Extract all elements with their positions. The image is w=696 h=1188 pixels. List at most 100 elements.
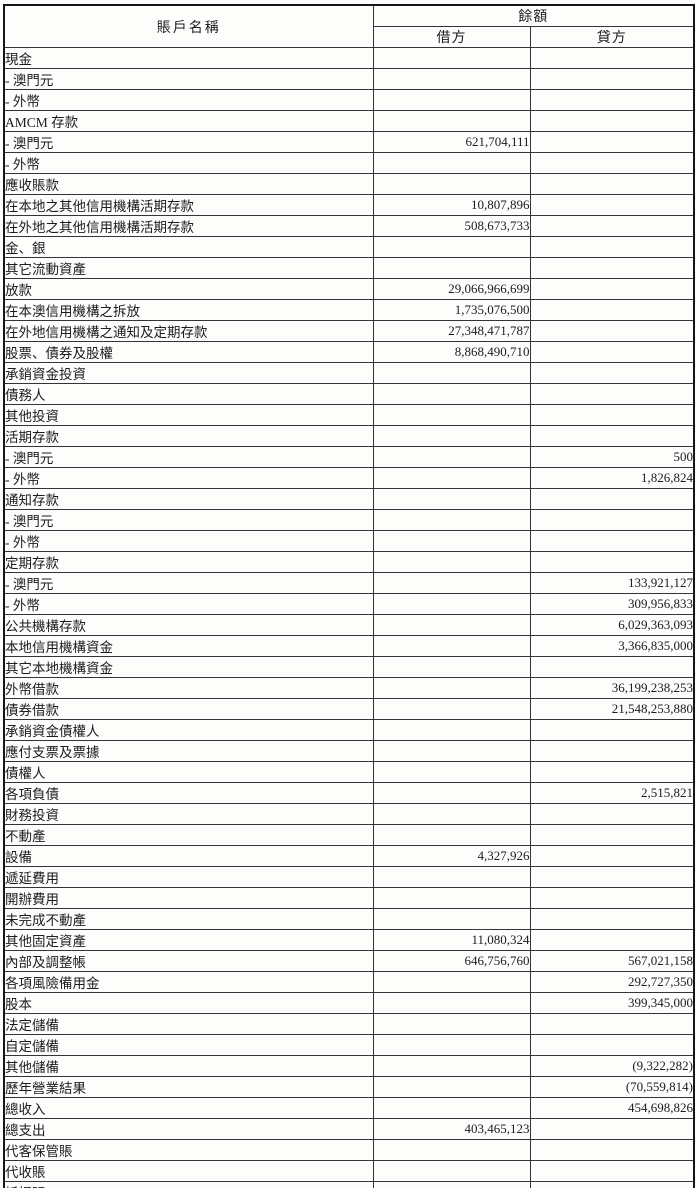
debit-value-cell — [372, 404, 531, 426]
account-name-cell: - 澳門元 — [3, 68, 374, 90]
account-name-cell: 不動產 — [3, 824, 374, 846]
table-row: 其它流動資產 — [3, 257, 695, 279]
column-header-balance: 餘額 — [372, 4, 695, 27]
debit-value-cell: 4,327,926 — [372, 845, 531, 867]
table-row: 其他儲備 (9,322,282) — [3, 1055, 695, 1077]
credit-value-cell — [529, 278, 695, 300]
account-name-cell: 債券借款 — [3, 698, 374, 720]
credit-value-cell — [529, 425, 695, 447]
table-row: 股票、債券及股權 8,868,490,710 — [3, 341, 695, 363]
debit-value-cell — [372, 866, 531, 888]
table-row: 法定儲備 — [3, 1013, 695, 1035]
debit-value-cell — [372, 677, 531, 699]
table-row: 其他固定資產 11,080,324 — [3, 929, 695, 951]
account-name-cell: 承銷資金債權人 — [3, 719, 374, 741]
table-row: 應收賬款 — [3, 173, 695, 195]
account-name-cell: AMCM 存款 — [3, 110, 374, 132]
account-name-cell: 債務人 — [3, 383, 374, 405]
debit-value-cell — [372, 383, 531, 405]
debit-value-cell: 646,756,760 — [372, 950, 531, 972]
credit-value-cell — [529, 173, 695, 195]
credit-value-cell — [529, 404, 695, 426]
debit-value-cell — [372, 740, 531, 762]
table-row: 債務人 — [3, 383, 695, 405]
debit-value-cell — [372, 47, 531, 69]
debit-value-cell — [372, 971, 531, 993]
table-row: 設備 4,327,926 — [3, 845, 695, 867]
debit-value-cell — [372, 509, 531, 531]
debit-value-cell — [372, 1055, 531, 1077]
credit-value-cell — [529, 257, 695, 279]
credit-value-cell — [529, 341, 695, 363]
debit-value-cell — [372, 110, 531, 132]
table-row: 金、銀 — [3, 236, 695, 258]
debit-value-cell — [372, 1034, 531, 1056]
trial-balance-table: 賬戶名稱 餘額 借方 貸方 現金 - 澳門元 - 外幣 AMCM 存款 - 澳門元 621… — [3, 4, 695, 1188]
credit-value-cell: 567,021,158 — [529, 950, 695, 972]
account-name-cell: - 澳門元 — [3, 572, 374, 594]
account-name-cell: 其它本地機構資金 — [3, 656, 374, 678]
debit-value-cell — [372, 551, 531, 573]
debit-value-cell: 27,348,471,787 — [372, 320, 531, 342]
credit-value-cell: (70,559,814) — [529, 1076, 695, 1098]
table-row: 財務投資 — [3, 803, 695, 825]
account-name-cell: 應收賬款 — [3, 173, 374, 195]
table-row: 其他投資 — [3, 404, 695, 426]
credit-value-cell — [529, 1139, 695, 1161]
table-row: - 外幣 1,826,824 — [3, 467, 695, 489]
credit-value-cell — [529, 761, 695, 783]
debit-value-cell: 29,066,966,699 — [372, 278, 531, 300]
credit-value-cell: 6,029,363,093 — [529, 614, 695, 636]
account-name-cell: 應付支票及票據 — [3, 740, 374, 762]
debit-value-cell — [372, 782, 531, 804]
account-name-cell: 公共機構存款 — [3, 614, 374, 636]
credit-value-cell — [529, 1013, 695, 1035]
table-row: 股本 399,345,000 — [3, 992, 695, 1014]
account-name-cell: 在本澳信用機構之拆放 — [3, 299, 374, 321]
table-row: 內部及調整帳 646,756,760 567,021,158 — [3, 950, 695, 972]
credit-value-cell — [529, 194, 695, 216]
table-row: 歷年營業結果 (70,559,814) — [3, 1076, 695, 1098]
account-name-cell: 其它流動資產 — [3, 257, 374, 279]
table-row: 各項風險備用金 292,727,350 — [3, 971, 695, 993]
account-name-cell: 在外地信用機構之通知及定期存款 — [3, 320, 374, 342]
account-name-cell: - 外幣 — [3, 530, 374, 552]
credit-value-cell — [529, 719, 695, 741]
debit-value-cell — [372, 803, 531, 825]
table-row: 本地信用機構資金 3,366,835,000 — [3, 635, 695, 657]
account-name-cell: 總支出 — [3, 1118, 374, 1140]
table-row: - 外幣 — [3, 530, 695, 552]
credit-value-cell: 309,956,833 — [529, 593, 695, 615]
credit-value-cell — [529, 383, 695, 405]
credit-value-cell: 1,826,824 — [529, 467, 695, 489]
account-name-cell: 其他投資 — [3, 404, 374, 426]
debit-value-cell — [372, 173, 531, 195]
debit-value-cell: 8,868,490,710 — [372, 341, 531, 363]
column-header-account-name: 賬戶名稱 — [3, 4, 374, 48]
table-row: 代收賬 — [3, 1160, 695, 1182]
debit-value-cell: 508,673,733 — [372, 215, 531, 237]
debit-value-cell: 621,704,111 — [372, 131, 531, 153]
table-row: 不動產 — [3, 824, 695, 846]
table-row: 承銷資金投資 — [3, 362, 695, 384]
account-name-cell: 現金 — [3, 47, 374, 69]
debit-value-cell: 11,080,324 — [372, 929, 531, 951]
account-name-cell: 定期存款 — [3, 551, 374, 573]
table-row: 其它本地機構資金 — [3, 656, 695, 678]
debit-value-cell — [372, 1160, 531, 1182]
table-row: AMCM 存款 — [3, 110, 695, 132]
table-row: - 外幣 — [3, 89, 695, 111]
credit-value-cell — [529, 362, 695, 384]
debit-value-cell — [372, 635, 531, 657]
credit-value-cell: (9,322,282) — [529, 1055, 695, 1077]
table-row: 開辦費用 — [3, 887, 695, 909]
credit-value-cell: 36,199,238,253 — [529, 677, 695, 699]
account-name-cell: 本地信用機構資金 — [3, 635, 374, 657]
credit-value-cell: 21,548,253,880 — [529, 698, 695, 720]
credit-value-cell — [529, 551, 695, 573]
account-name-cell: 在本地之其他信用機構活期存款 — [3, 194, 374, 216]
account-name-cell: 財務投資 — [3, 803, 374, 825]
table-row: 放款 29,066,966,699 — [3, 278, 695, 300]
credit-value-cell — [529, 740, 695, 762]
